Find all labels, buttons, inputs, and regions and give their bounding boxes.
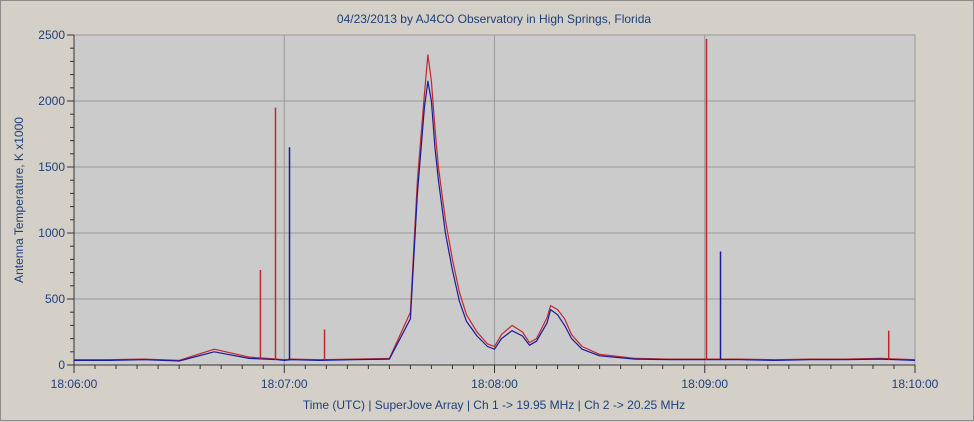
y-tick-label: 0 — [58, 358, 65, 372]
y-tick-label: 500 — [45, 292, 65, 306]
x-tick-label: 18:07:00 — [261, 377, 308, 391]
x-axis: 18:06:00 18:07:00 18:08:00 18:09:00 18:10:00 — [51, 364, 939, 391]
y-tick-label: 1000 — [38, 226, 65, 240]
series-layer — [74, 38, 916, 362]
x-axis-label: Time (UTC) | SuperJove Array | Ch 1 -> 1… — [303, 398, 685, 412]
x-tick-label: 18:06:00 — [51, 377, 98, 391]
y-tick-label: 2500 — [38, 28, 65, 42]
y-tick-label: 2000 — [38, 94, 65, 108]
x-tick-label: 18:10:00 — [892, 377, 939, 391]
y-axis-label: Antenna Temperature, K x1000 — [12, 117, 26, 283]
x-tick-label: 18:08:00 — [471, 377, 518, 391]
y-tick-label: 1500 — [38, 160, 65, 174]
y-axis: 0 500 1000 1500 2000 2500 — [38, 28, 75, 372]
series-line-1 — [74, 54, 916, 361]
series-line-2 — [74, 80, 916, 362]
x-tick-label: 18:09:00 — [681, 377, 728, 391]
chart-title: 04/23/2013 by AJ4CO Observatory in High … — [337, 12, 651, 26]
